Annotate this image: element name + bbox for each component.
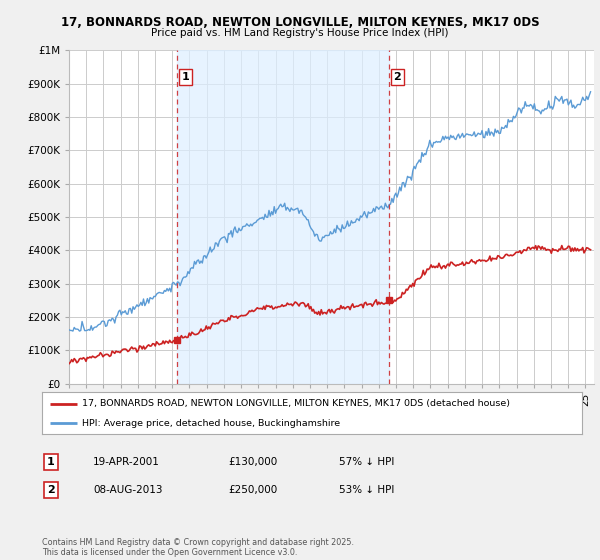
- Text: 2: 2: [394, 72, 401, 82]
- Text: 19-APR-2001: 19-APR-2001: [93, 457, 160, 467]
- Text: 1: 1: [182, 72, 190, 82]
- Text: Contains HM Land Registry data © Crown copyright and database right 2025.
This d: Contains HM Land Registry data © Crown c…: [42, 538, 354, 557]
- Text: 53% ↓ HPI: 53% ↓ HPI: [339, 485, 394, 495]
- Text: 57% ↓ HPI: 57% ↓ HPI: [339, 457, 394, 467]
- Bar: [178, 50, 389, 384]
- Text: 2: 2: [47, 485, 55, 495]
- Text: 1: 1: [47, 457, 55, 467]
- Text: Price paid vs. HM Land Registry's House Price Index (HPI): Price paid vs. HM Land Registry's House …: [151, 28, 449, 38]
- Text: £130,000: £130,000: [228, 457, 277, 467]
- Text: 08-AUG-2013: 08-AUG-2013: [93, 485, 163, 495]
- Text: HPI: Average price, detached house, Buckinghamshire: HPI: Average price, detached house, Buck…: [83, 418, 341, 428]
- Text: 17, BONNARDS ROAD, NEWTON LONGVILLE, MILTON KEYNES, MK17 0DS (detached house): 17, BONNARDS ROAD, NEWTON LONGVILLE, MIL…: [83, 399, 511, 408]
- Text: £250,000: £250,000: [228, 485, 277, 495]
- Text: 17, BONNARDS ROAD, NEWTON LONGVILLE, MILTON KEYNES, MK17 0DS: 17, BONNARDS ROAD, NEWTON LONGVILLE, MIL…: [61, 16, 539, 29]
